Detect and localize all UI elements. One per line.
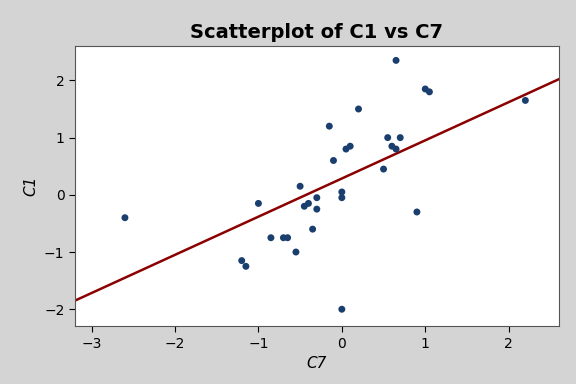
X-axis label: C7: C7 bbox=[306, 356, 327, 371]
Point bbox=[521, 98, 530, 104]
Point bbox=[254, 200, 263, 207]
Y-axis label: C1: C1 bbox=[24, 176, 39, 197]
Point bbox=[279, 235, 288, 241]
Point bbox=[329, 157, 338, 164]
Point bbox=[304, 200, 313, 207]
Point bbox=[312, 195, 321, 201]
Point bbox=[412, 209, 422, 215]
Point bbox=[396, 134, 405, 141]
Point bbox=[379, 166, 388, 172]
Point bbox=[312, 206, 321, 212]
Point bbox=[291, 249, 301, 255]
Point bbox=[325, 123, 334, 129]
Point bbox=[241, 263, 251, 270]
Point bbox=[300, 203, 309, 209]
Title: Scatterplot of C1 vs C7: Scatterplot of C1 vs C7 bbox=[190, 23, 444, 42]
Point bbox=[337, 189, 346, 195]
Point bbox=[425, 89, 434, 95]
Point bbox=[337, 306, 346, 312]
Point bbox=[392, 146, 401, 152]
Point bbox=[120, 215, 130, 221]
Point bbox=[337, 195, 346, 201]
Point bbox=[420, 86, 430, 92]
Point bbox=[237, 258, 247, 264]
Point bbox=[392, 57, 401, 63]
Point bbox=[295, 183, 305, 189]
Point bbox=[266, 235, 275, 241]
Point bbox=[308, 226, 317, 232]
Point bbox=[354, 106, 363, 112]
Point bbox=[387, 143, 396, 149]
Point bbox=[383, 134, 392, 141]
Point bbox=[283, 235, 292, 241]
Point bbox=[342, 146, 351, 152]
Point bbox=[346, 143, 355, 149]
